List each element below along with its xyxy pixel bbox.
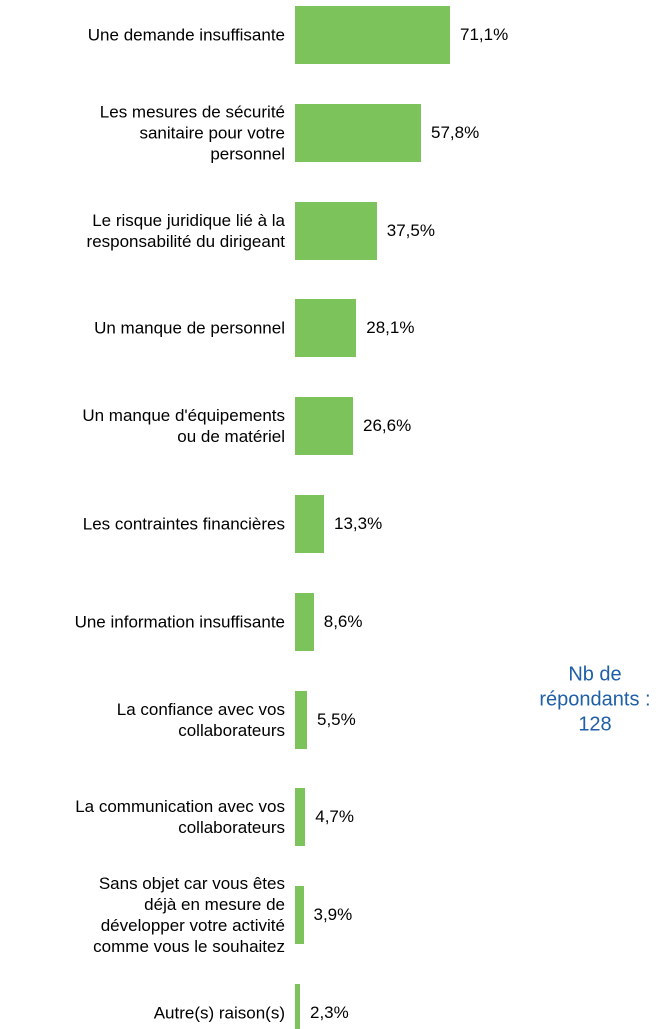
value-label: 26,6% (362, 416, 412, 436)
value-label: 28,1% (366, 318, 415, 338)
category-label: Une information insuffisante (74, 612, 285, 632)
category-label: Autre(s) raison(s) (153, 1003, 285, 1023)
bar (295, 397, 353, 456)
bar (295, 299, 357, 358)
value-label: 4,7% (315, 807, 354, 827)
category-label: La communication avec vos collaborateurs (75, 797, 285, 838)
category-label: La confiance avec vos collaborateurs (116, 699, 285, 740)
value-label: 71,1% (459, 25, 509, 44)
bar (295, 495, 324, 553)
bar (295, 103, 421, 162)
category-label: Le risque juridique lié à la responsabil… (86, 210, 285, 251)
bar (295, 201, 377, 260)
value-label: 8,6% (323, 611, 363, 631)
value-label: 57,8% (431, 122, 480, 142)
value-label: 37,5% (386, 220, 435, 240)
annotation: Nb de répondants : 128 (539, 663, 651, 736)
bar (295, 6, 450, 64)
bar (295, 592, 314, 651)
value-label: 13,3% (333, 514, 383, 533)
category-label: Une demande insuffisante (87, 25, 285, 45)
category-label: Un manque d'équipements ou de matériel (82, 406, 285, 447)
value-label: 5,5% (316, 709, 356, 729)
value-label: 3,9% (313, 905, 353, 925)
bar (295, 690, 307, 749)
category-label: Sans objet car vous êtes déjà en mesure … (93, 874, 285, 957)
bar (295, 984, 300, 1029)
bar (295, 886, 304, 945)
bar (295, 788, 306, 847)
value-label: 2,3% (310, 1003, 349, 1022)
category-label: Un manque de personnel (94, 318, 285, 338)
category-label: Les contraintes financières (82, 514, 285, 534)
category-label: Les mesures de sécurité sanitaire pour v… (99, 102, 285, 164)
